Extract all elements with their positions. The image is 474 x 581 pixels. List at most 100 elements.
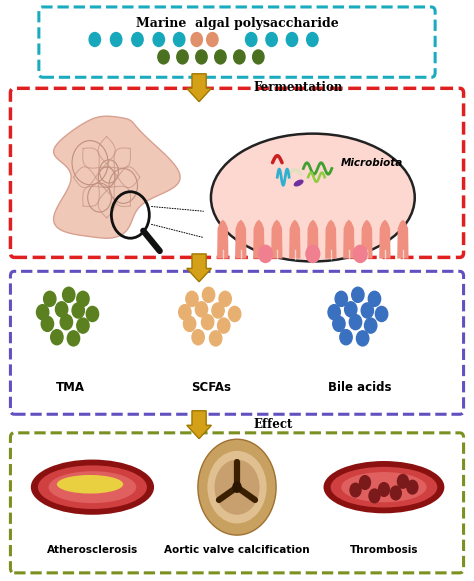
Ellipse shape xyxy=(49,471,137,503)
Circle shape xyxy=(335,291,347,306)
Circle shape xyxy=(60,314,73,329)
Circle shape xyxy=(191,33,202,46)
Polygon shape xyxy=(289,220,301,259)
Circle shape xyxy=(77,318,89,333)
Polygon shape xyxy=(397,220,409,259)
Polygon shape xyxy=(271,220,283,259)
Circle shape xyxy=(219,291,231,306)
Polygon shape xyxy=(235,220,246,259)
Circle shape xyxy=(345,302,357,317)
Ellipse shape xyxy=(323,461,444,514)
Text: Atherosclerosis: Atherosclerosis xyxy=(47,544,138,555)
Polygon shape xyxy=(361,220,373,259)
Circle shape xyxy=(201,314,214,329)
Circle shape xyxy=(179,304,191,320)
Polygon shape xyxy=(187,254,211,282)
Circle shape xyxy=(246,33,257,46)
Circle shape xyxy=(353,245,368,263)
Circle shape xyxy=(110,33,122,46)
Circle shape xyxy=(352,287,364,302)
Circle shape xyxy=(361,303,374,318)
Circle shape xyxy=(158,50,169,64)
Ellipse shape xyxy=(341,472,427,502)
Circle shape xyxy=(55,302,68,317)
Polygon shape xyxy=(253,220,264,259)
Text: TMA: TMA xyxy=(55,381,85,394)
Circle shape xyxy=(356,331,369,346)
Text: Bile acids: Bile acids xyxy=(328,381,392,394)
Circle shape xyxy=(253,50,264,64)
Circle shape xyxy=(258,245,273,263)
Circle shape xyxy=(286,33,298,46)
Circle shape xyxy=(63,287,75,302)
Text: Fermentation: Fermentation xyxy=(254,81,343,94)
Circle shape xyxy=(333,316,345,331)
Text: Thrombosis: Thrombosis xyxy=(350,544,418,555)
Circle shape xyxy=(232,481,242,493)
Circle shape xyxy=(192,329,204,345)
Ellipse shape xyxy=(211,134,415,261)
Circle shape xyxy=(44,291,56,306)
Circle shape xyxy=(266,33,277,46)
Polygon shape xyxy=(54,116,180,238)
Circle shape xyxy=(72,303,84,318)
Circle shape xyxy=(349,314,362,329)
Polygon shape xyxy=(187,74,211,102)
Circle shape xyxy=(132,33,143,46)
Ellipse shape xyxy=(331,467,437,508)
Polygon shape xyxy=(187,411,211,439)
Ellipse shape xyxy=(294,180,303,187)
Circle shape xyxy=(390,486,402,500)
Circle shape xyxy=(328,304,340,320)
Circle shape xyxy=(234,50,245,64)
Ellipse shape xyxy=(31,460,154,515)
Circle shape xyxy=(406,480,419,494)
Circle shape xyxy=(349,482,362,497)
Circle shape xyxy=(36,304,49,320)
Ellipse shape xyxy=(38,465,147,509)
Circle shape xyxy=(183,316,196,331)
Circle shape xyxy=(207,33,218,46)
Polygon shape xyxy=(307,220,319,259)
Polygon shape xyxy=(325,220,337,259)
Circle shape xyxy=(153,33,164,46)
Circle shape xyxy=(195,302,208,317)
Circle shape xyxy=(215,50,226,64)
Circle shape xyxy=(41,316,54,331)
Circle shape xyxy=(307,33,318,46)
Circle shape xyxy=(186,291,198,306)
Text: Aortic valve calcification: Aortic valve calcification xyxy=(164,544,310,555)
Text: Effect: Effect xyxy=(254,418,293,431)
Circle shape xyxy=(378,482,390,497)
Circle shape xyxy=(89,33,100,46)
Circle shape xyxy=(368,488,381,503)
Text: SCFAs: SCFAs xyxy=(191,381,231,394)
Circle shape xyxy=(375,306,388,321)
Circle shape xyxy=(210,331,222,346)
Circle shape xyxy=(86,306,99,321)
Circle shape xyxy=(196,50,207,64)
Polygon shape xyxy=(343,220,355,259)
Circle shape xyxy=(368,291,381,306)
Ellipse shape xyxy=(207,451,266,523)
Text: Microbiota: Microbiota xyxy=(341,157,403,168)
Text: Marine  algal polysaccharide: Marine algal polysaccharide xyxy=(136,17,338,30)
Circle shape xyxy=(67,331,80,346)
Circle shape xyxy=(397,474,409,489)
Circle shape xyxy=(305,245,320,263)
Circle shape xyxy=(177,50,188,64)
Ellipse shape xyxy=(198,439,276,535)
Circle shape xyxy=(77,291,89,306)
Circle shape xyxy=(212,303,224,318)
Circle shape xyxy=(202,287,215,302)
Circle shape xyxy=(51,329,63,345)
Circle shape xyxy=(218,318,230,333)
Circle shape xyxy=(340,329,352,345)
Ellipse shape xyxy=(57,475,123,493)
Polygon shape xyxy=(217,220,228,259)
Circle shape xyxy=(365,318,377,333)
Circle shape xyxy=(228,306,241,321)
Circle shape xyxy=(173,33,185,46)
Ellipse shape xyxy=(214,460,259,515)
Circle shape xyxy=(359,475,371,490)
